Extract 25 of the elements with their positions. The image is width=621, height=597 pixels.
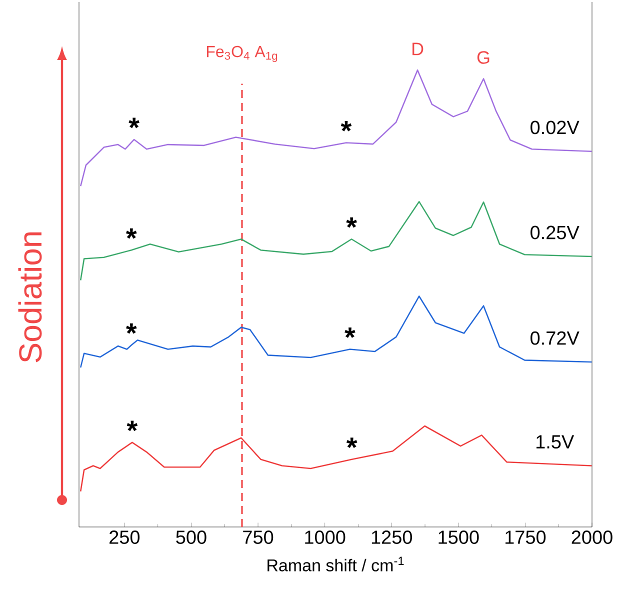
- x-axis-title: Raman shift / cm$^{-1}$: [268, 556, 404, 572]
- ref-line-label: Fe$_{3}$O$_{4}$ A$_{1g}$: [206, 46, 278, 62]
- x-tick-label: 2000: [572, 530, 612, 544]
- annotation: D: [412, 42, 424, 56]
- annotation: *: [128, 118, 140, 128]
- series-label: 0.25V: [530, 226, 580, 240]
- annotation: *: [346, 438, 358, 448]
- annotation: G: [477, 51, 490, 64]
- x-tick-label: 1500: [438, 530, 479, 544]
- annotation: *: [340, 120, 352, 132]
- x-tick-label: 500: [176, 530, 206, 544]
- x-tick-label: 1750: [506, 530, 546, 544]
- x-tick-label: 250: [110, 530, 140, 544]
- x-tick-label: 1250: [372, 530, 412, 544]
- x-tick-label: 1000: [305, 530, 346, 544]
- annotation: *: [126, 323, 137, 334]
- series-label: 0.72V: [530, 331, 580, 345]
- annotation: *: [126, 420, 138, 432]
- x-tick-label: 750: [243, 530, 274, 544]
- annotation: *: [126, 228, 137, 239]
- series-label: 0.02V: [530, 120, 580, 134]
- y-axis-title: Sodiation: [18, 232, 42, 362]
- series-label: 1.5V: [536, 435, 574, 449]
- annotation: *: [344, 327, 356, 338]
- annotation: *: [346, 217, 357, 228]
